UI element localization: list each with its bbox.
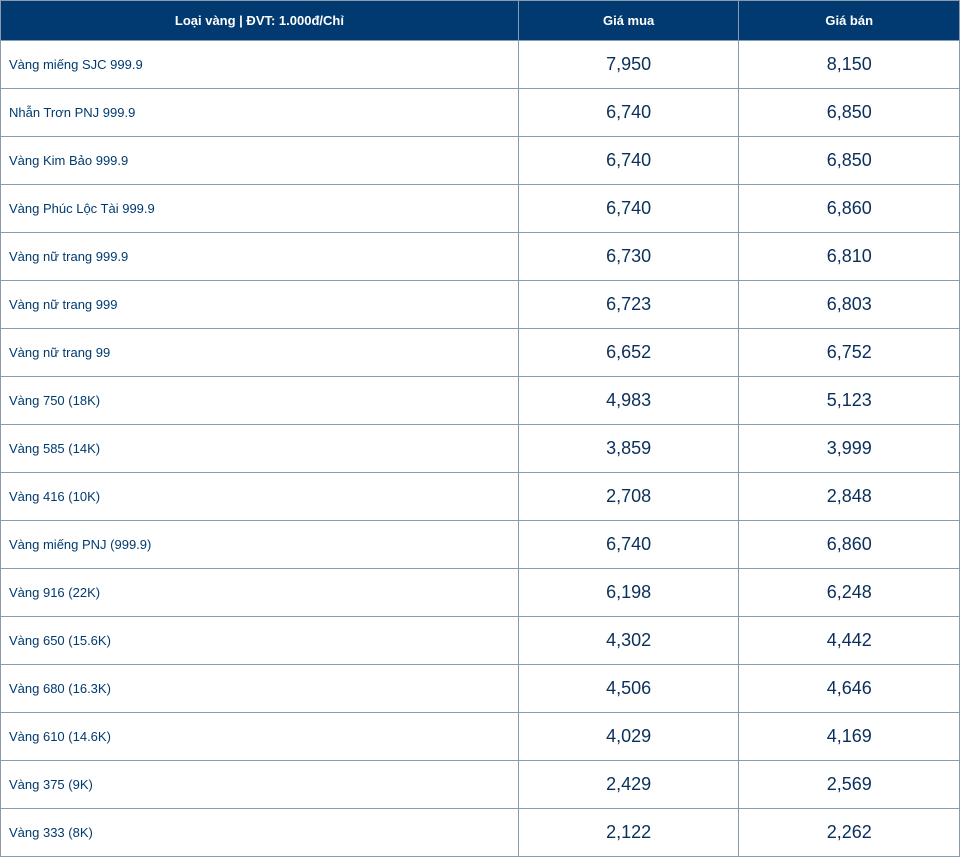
gold-type-cell: Vàng nữ trang 99: [1, 329, 519, 377]
gold-type-cell: Vàng Phúc Lộc Tài 999.9: [1, 185, 519, 233]
gold-type-cell: Vàng miếng SJC 999.9: [1, 41, 519, 89]
gold-type-cell: Vàng miếng PNJ (999.9): [1, 521, 519, 569]
gold-type-cell: Vàng 375 (9K): [1, 761, 519, 809]
buy-price-cell: 4,506: [518, 665, 739, 713]
table-header: Loại vàng | ĐVT: 1.000đ/Chỉ Giá mua Giá …: [1, 1, 960, 41]
col-header-buy: Giá mua: [518, 1, 739, 41]
table-row: Vàng nữ trang 999.96,7306,810: [1, 233, 960, 281]
gold-type-cell: Vàng 750 (18K): [1, 377, 519, 425]
table-row: Vàng Kim Bảo 999.96,7406,850: [1, 137, 960, 185]
buy-price-cell: 6,740: [518, 89, 739, 137]
gold-type-cell: Vàng Kim Bảo 999.9: [1, 137, 519, 185]
gold-type-cell: Vàng 333 (8K): [1, 809, 519, 857]
sell-price-cell: 3,999: [739, 425, 960, 473]
table-row: Nhẫn Trơn PNJ 999.96,7406,850: [1, 89, 960, 137]
table-row: Vàng Phúc Lộc Tài 999.96,7406,860: [1, 185, 960, 233]
buy-price-cell: 6,723: [518, 281, 739, 329]
table-row: Vàng 333 (8K)2,1222,262: [1, 809, 960, 857]
gold-type-cell: Vàng 585 (14K): [1, 425, 519, 473]
gold-type-cell: Vàng 610 (14.6K): [1, 713, 519, 761]
gold-price-table-container: Loại vàng | ĐVT: 1.000đ/Chỉ Giá mua Giá …: [0, 0, 960, 857]
table-row: Vàng 916 (22K)6,1986,248: [1, 569, 960, 617]
gold-type-cell: Vàng 916 (22K): [1, 569, 519, 617]
table-row: Vàng nữ trang 9996,7236,803: [1, 281, 960, 329]
sell-price-cell: 6,850: [739, 89, 960, 137]
buy-price-cell: 2,708: [518, 473, 739, 521]
sell-price-cell: 6,860: [739, 185, 960, 233]
buy-price-cell: 6,740: [518, 185, 739, 233]
sell-price-cell: 6,803: [739, 281, 960, 329]
buy-price-cell: 6,730: [518, 233, 739, 281]
gold-type-cell: Vàng 680 (16.3K): [1, 665, 519, 713]
buy-price-cell: 2,122: [518, 809, 739, 857]
buy-price-cell: 6,198: [518, 569, 739, 617]
col-header-sell: Giá bán: [739, 1, 960, 41]
gold-type-cell: Vàng 416 (10K): [1, 473, 519, 521]
sell-price-cell: 6,752: [739, 329, 960, 377]
sell-price-cell: 6,860: [739, 521, 960, 569]
col-header-type: Loại vàng | ĐVT: 1.000đ/Chỉ: [1, 1, 519, 41]
sell-price-cell: 6,248: [739, 569, 960, 617]
gold-type-cell: Vàng nữ trang 999.9: [1, 233, 519, 281]
gold-price-table: Loại vàng | ĐVT: 1.000đ/Chỉ Giá mua Giá …: [0, 0, 960, 857]
table-row: Vàng miếng PNJ (999.9)6,7406,860: [1, 521, 960, 569]
sell-price-cell: 8,150: [739, 41, 960, 89]
sell-price-cell: 6,850: [739, 137, 960, 185]
table-row: Vàng 680 (16.3K)4,5064,646: [1, 665, 960, 713]
buy-price-cell: 3,859: [518, 425, 739, 473]
table-row: Vàng 585 (14K)3,8593,999: [1, 425, 960, 473]
gold-type-cell: Nhẫn Trơn PNJ 999.9: [1, 89, 519, 137]
gold-type-cell: Vàng nữ trang 999: [1, 281, 519, 329]
buy-price-cell: 2,429: [518, 761, 739, 809]
table-row: Vàng 610 (14.6K)4,0294,169: [1, 713, 960, 761]
sell-price-cell: 2,848: [739, 473, 960, 521]
table-body: Vàng miếng SJC 999.97,9508,150Nhẫn Trơn …: [1, 41, 960, 857]
sell-price-cell: 2,262: [739, 809, 960, 857]
buy-price-cell: 4,029: [518, 713, 739, 761]
buy-price-cell: 7,950: [518, 41, 739, 89]
gold-type-cell: Vàng 650 (15.6K): [1, 617, 519, 665]
buy-price-cell: 4,302: [518, 617, 739, 665]
table-row: Vàng 375 (9K)2,4292,569: [1, 761, 960, 809]
table-row: Vàng 416 (10K)2,7082,848: [1, 473, 960, 521]
buy-price-cell: 4,983: [518, 377, 739, 425]
buy-price-cell: 6,740: [518, 137, 739, 185]
table-header-row: Loại vàng | ĐVT: 1.000đ/Chỉ Giá mua Giá …: [1, 1, 960, 41]
sell-price-cell: 4,169: [739, 713, 960, 761]
sell-price-cell: 5,123: [739, 377, 960, 425]
sell-price-cell: 6,810: [739, 233, 960, 281]
table-row: Vàng nữ trang 996,6526,752: [1, 329, 960, 377]
sell-price-cell: 4,442: [739, 617, 960, 665]
sell-price-cell: 2,569: [739, 761, 960, 809]
buy-price-cell: 6,652: [518, 329, 739, 377]
sell-price-cell: 4,646: [739, 665, 960, 713]
table-row: Vàng miếng SJC 999.97,9508,150: [1, 41, 960, 89]
buy-price-cell: 6,740: [518, 521, 739, 569]
table-row: Vàng 650 (15.6K)4,3024,442: [1, 617, 960, 665]
table-row: Vàng 750 (18K)4,9835,123: [1, 377, 960, 425]
